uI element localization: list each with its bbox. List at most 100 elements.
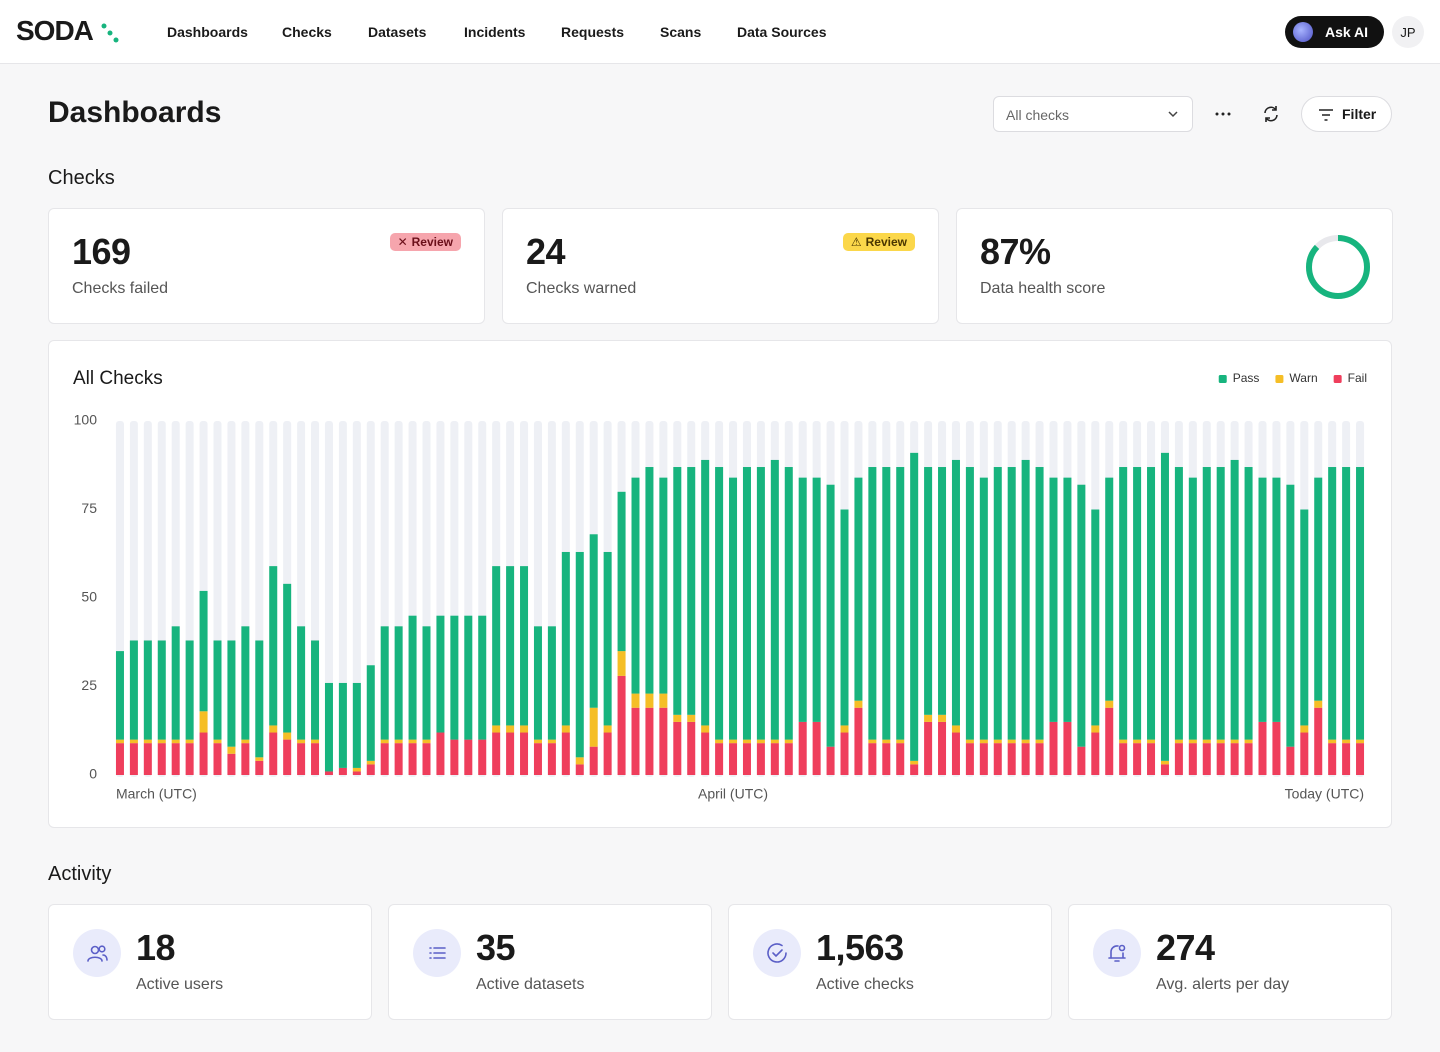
bar-segment: [729, 477, 738, 740]
bar-segment: [129, 743, 138, 775]
bar-segment: [854, 477, 863, 701]
bar-segment: [1174, 739, 1183, 744]
bar-segment: [464, 739, 473, 775]
bar-segment: [1356, 739, 1365, 744]
ask-ai-button[interactable]: Ask AI: [1285, 16, 1384, 48]
bar-segment: [701, 732, 710, 775]
activity-icon: [753, 929, 801, 977]
bar-segment: [1007, 739, 1016, 744]
bar-segment: [1328, 743, 1337, 775]
bar-segment: [492, 566, 501, 726]
nav-item[interactable]: Data Sources: [737, 24, 827, 40]
nav-item[interactable]: Checks: [282, 24, 332, 40]
bar-segment: [506, 566, 515, 726]
bar-segment: [227, 640, 236, 747]
select-label: All checks: [1006, 107, 1070, 123]
nav-item[interactable]: Dashboards: [167, 24, 248, 40]
bar-segment: [784, 467, 793, 740]
bar-segment: [1202, 743, 1211, 775]
bar-segment: [1342, 467, 1351, 740]
bar-segment: [1300, 509, 1309, 726]
bar-segment: [756, 739, 765, 744]
bar-segment: [715, 743, 724, 775]
bar-segment: [729, 743, 738, 775]
bar-segment: [938, 467, 947, 715]
bar-segment: [1133, 743, 1142, 775]
bar-segment: [422, 626, 431, 740]
bar-segment: [547, 743, 556, 775]
bar-segment: [575, 757, 584, 765]
nav-item[interactable]: Scans: [660, 24, 702, 40]
bar-segment: [199, 711, 208, 733]
y-tick-label: 0: [89, 766, 97, 782]
bar-segment: [506, 725, 515, 733]
bar-segment: [951, 725, 960, 733]
bar-segment: [1021, 743, 1030, 775]
check-select[interactable]: All checks: [993, 96, 1193, 132]
bar-segment: [394, 626, 403, 740]
bar-segment: [269, 566, 278, 726]
bar-segment: [798, 477, 807, 722]
bar-segment: [380, 739, 389, 744]
bar-segment: [840, 725, 849, 733]
bar-segment: [185, 739, 194, 744]
activity-card: 1,563 Active checks: [728, 904, 1052, 1020]
bar-segment: [213, 640, 222, 740]
review-badge[interactable]: ⚠ Review: [842, 233, 915, 251]
bar-segment: [436, 732, 445, 775]
x-tick-label: April (UTC): [698, 786, 768, 802]
bar-segment: [631, 693, 640, 708]
badge-label: Review: [411, 235, 453, 249]
bar-segment: [715, 739, 724, 744]
review-badge[interactable]: ✕ Review: [389, 233, 461, 251]
more-button[interactable]: [1212, 106, 1234, 122]
y-tick-label: 25: [81, 677, 97, 693]
bar-segment: [520, 566, 529, 726]
bar-segment: [951, 732, 960, 775]
legend-label: Pass: [1233, 371, 1260, 385]
bar-segment: [854, 707, 863, 775]
bar-segment: [589, 707, 598, 747]
bar-segment: [143, 743, 152, 775]
bar-segment: [938, 721, 947, 775]
ask-ai-label: Ask AI: [1325, 24, 1369, 40]
bar-segment: [324, 771, 333, 775]
filter-label: Filter: [1342, 106, 1377, 122]
nav-item[interactable]: Incidents: [464, 24, 526, 40]
refresh-button[interactable]: [1262, 105, 1280, 123]
bar-segment: [617, 675, 626, 775]
bar-segment: [255, 757, 264, 761]
bar-segment: [965, 739, 974, 744]
icon: [87, 945, 108, 962]
bar-segment: [213, 743, 222, 775]
bar-segment: [965, 743, 974, 775]
bar-segment: [910, 764, 919, 775]
activity-card: 35 Active datasets: [388, 904, 712, 1020]
activity-value: 18: [136, 927, 176, 968]
bar-segment: [770, 743, 779, 775]
bar-segment: [1147, 743, 1156, 775]
bar-segment: [1063, 721, 1072, 775]
y-tick-label: 50: [81, 589, 97, 605]
filter-button[interactable]: Filter: [1301, 96, 1392, 132]
activity-value: 35: [476, 927, 516, 968]
bar-segment: [394, 743, 403, 775]
bar-segment: [324, 682, 333, 772]
nav-item[interactable]: Requests: [561, 24, 625, 40]
bar-segment: [157, 743, 166, 775]
bar-segment: [1230, 739, 1239, 744]
bar-segment: [882, 467, 891, 740]
stat-label: Checks warned: [526, 280, 637, 297]
top-bar: SODA Dashboards Checks Datasets Incidents Re…: [0, 0, 1440, 64]
avatar[interactable]: JP: [1392, 16, 1424, 48]
stat-label: Checks failed: [72, 280, 169, 297]
bar-segment: [1342, 739, 1351, 744]
logo[interactable]: SODA: [16, 15, 94, 46]
bar-segment: [478, 739, 487, 775]
bar-segment: [979, 743, 988, 775]
bar-segment: [1021, 739, 1030, 744]
bar-segment: [1216, 467, 1225, 740]
bar-segment: [589, 534, 598, 708]
bar-segment: [1230, 459, 1239, 740]
nav-item[interactable]: Datasets: [368, 24, 427, 40]
